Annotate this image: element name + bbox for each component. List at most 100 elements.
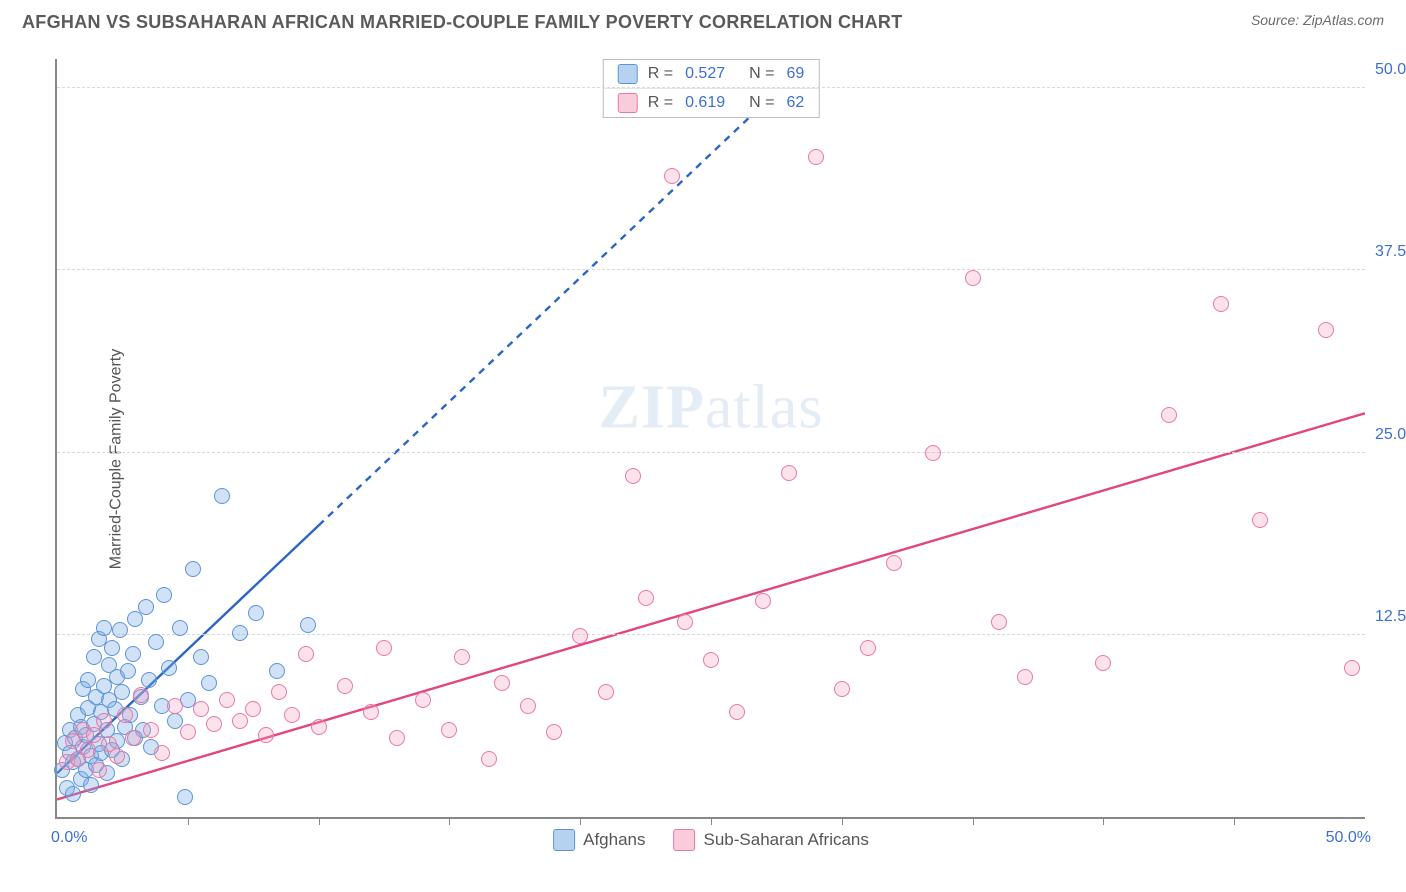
legend-row-afghans: R = 0.527 N = 69 [604,60,819,88]
data-point-ssa [664,168,680,184]
data-point-ssa [337,678,353,694]
legend-series: Afghans Sub-Saharan Africans [553,829,869,851]
data-point-afghans [232,625,248,641]
data-point-ssa [258,727,274,743]
data-point-ssa [625,468,641,484]
y-tick-label: 25.0% [1367,426,1406,444]
data-point-ssa [415,692,431,708]
legend-item-afghans: Afghans [553,829,645,851]
data-point-afghans [112,622,128,638]
y-tick-label: 37.5% [1367,243,1406,261]
swatch-pink [674,829,696,851]
data-point-ssa [376,640,392,656]
data-point-ssa [703,652,719,668]
data-point-ssa [125,730,141,746]
data-point-afghans [193,649,209,665]
data-point-afghans [214,488,230,504]
data-point-ssa [245,701,261,717]
data-point-ssa [311,719,327,735]
data-point-afghans [96,620,112,636]
data-point-ssa [86,727,102,743]
data-point-ssa [271,684,287,700]
watermark: ZIPatlas [599,372,824,443]
data-point-afghans [114,684,130,700]
data-point-ssa [1318,322,1334,338]
data-point-afghans [138,599,154,615]
chart-title: AFGHAN VS SUBSAHARAN AFRICAN MARRIED-COU… [22,12,903,33]
data-point-ssa [109,748,125,764]
data-point-ssa [143,722,159,738]
swatch-pink [618,93,638,113]
x-tick [449,817,450,825]
data-point-ssa [834,681,850,697]
x-tick [1103,817,1104,825]
data-point-ssa [96,713,112,729]
gridline-h [57,452,1365,453]
data-point-afghans [248,605,264,621]
gridline-h [57,87,1365,88]
x-tick [973,817,974,825]
data-point-ssa [219,692,235,708]
data-point-ssa [481,751,497,767]
data-point-ssa [133,687,149,703]
x-axis-max-label: 50.0% [1326,829,1371,847]
data-point-ssa [206,716,222,732]
data-point-afghans [201,675,217,691]
y-tick-label: 12.5% [1367,608,1406,626]
gridline-h [57,634,1365,635]
data-point-afghans [156,587,172,603]
data-point-ssa [808,149,824,165]
legend-correlation: R = 0.527 N = 69 R = 0.619 N = 62 [603,59,820,118]
data-point-ssa [389,730,405,746]
legend-row-ssa: R = 0.619 N = 62 [604,88,819,117]
data-point-ssa [284,707,300,723]
data-point-ssa [193,701,209,717]
data-point-ssa [729,704,745,720]
data-point-afghans [83,777,99,793]
data-point-ssa [572,628,588,644]
data-point-ssa [167,698,183,714]
data-point-ssa [598,684,614,700]
data-point-ssa [1252,512,1268,528]
x-tick [188,817,189,825]
x-tick [580,817,581,825]
data-point-ssa [886,555,902,571]
data-point-afghans [141,672,157,688]
data-point-afghans [185,561,201,577]
data-point-ssa [454,649,470,665]
data-point-ssa [441,722,457,738]
data-point-ssa [925,445,941,461]
gridline-h [57,269,1365,270]
data-point-afghans [167,713,183,729]
data-point-afghans [65,786,81,802]
x-tick [711,817,712,825]
data-point-ssa [860,640,876,656]
data-point-ssa [1017,669,1033,685]
data-point-ssa [117,707,133,723]
data-point-afghans [172,620,188,636]
data-point-ssa [80,742,96,758]
data-point-ssa [755,593,771,609]
swatch-blue [553,829,575,851]
data-point-afghans [80,672,96,688]
data-point-ssa [1213,296,1229,312]
data-point-ssa [298,646,314,662]
swatch-blue [618,64,638,84]
data-point-ssa [1344,660,1360,676]
data-point-ssa [638,590,654,606]
data-point-ssa [991,614,1007,630]
legend-item-ssa: Sub-Saharan Africans [674,829,869,851]
x-tick [842,817,843,825]
data-point-ssa [363,704,379,720]
data-point-ssa [232,713,248,729]
data-point-ssa [677,614,693,630]
data-point-afghans [86,649,102,665]
data-point-afghans [161,660,177,676]
y-tick-label: 50.0% [1367,61,1406,79]
data-point-ssa [781,465,797,481]
data-point-afghans [148,634,164,650]
data-point-afghans [104,640,120,656]
plot-area: ZIPatlas R = 0.527 N = 69 R = 0.619 N = … [55,59,1365,819]
chart-container: Married-Couple Family Poverty ZIPatlas R… [0,39,1406,879]
data-point-ssa [154,745,170,761]
